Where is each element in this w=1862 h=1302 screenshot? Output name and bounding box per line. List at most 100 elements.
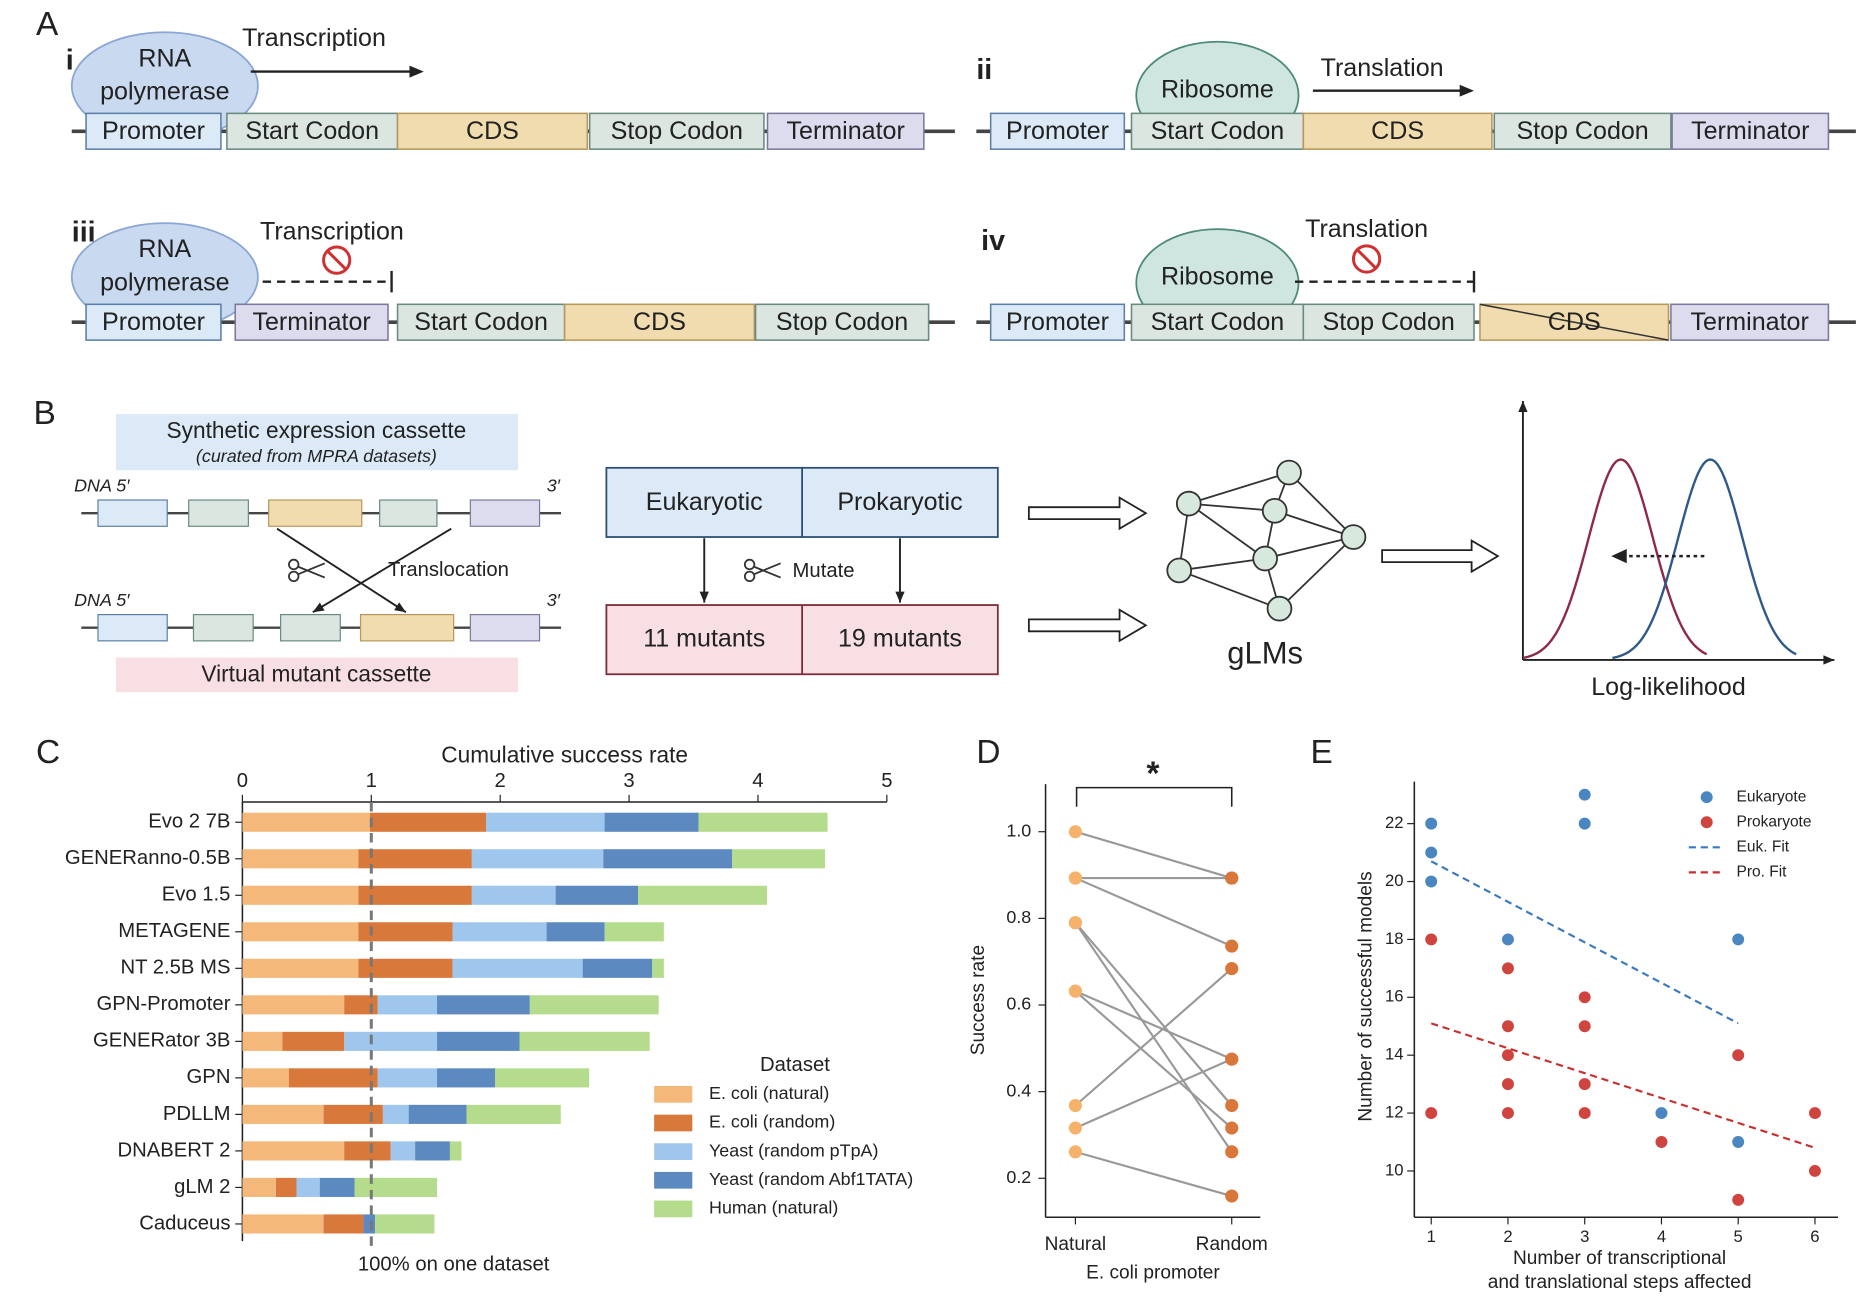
- point: [1732, 1136, 1745, 1148]
- y-tick-label: GPN: [187, 1066, 231, 1088]
- bar-segment: [437, 1068, 496, 1088]
- gene-part: [1302, 112, 1493, 150]
- point: [1501, 1078, 1514, 1091]
- part-label: CDS: [1371, 117, 1424, 145]
- bar-segment: [358, 885, 472, 905]
- gene-part: [989, 303, 1126, 341]
- point: [1655, 1107, 1668, 1120]
- x-tick-label: 4: [1657, 1227, 1666, 1246]
- x-tick-label: 0: [237, 770, 248, 792]
- point: [1732, 933, 1745, 946]
- no-sign-bar: [326, 250, 347, 271]
- point: [1578, 817, 1591, 830]
- gene-part: [280, 614, 341, 642]
- legend-swatch: [654, 1171, 693, 1189]
- panel-label: C: [36, 734, 60, 771]
- bar-segment: [437, 995, 530, 1015]
- significance: *: [1146, 756, 1159, 793]
- gene-part: [379, 499, 438, 527]
- point: [1225, 939, 1239, 953]
- bar-segment: [370, 812, 487, 832]
- bar-segment: [354, 1177, 438, 1197]
- point: [1425, 1107, 1438, 1120]
- mutant-label: 11 mutants: [643, 624, 765, 652]
- pair-line: [1074, 877, 1233, 948]
- bar-segment: [582, 958, 653, 978]
- bar-segment: [452, 958, 583, 978]
- part-label: Stop Codon: [1516, 117, 1648, 145]
- y-tick-label: 22: [1385, 813, 1404, 832]
- no-sign: [322, 245, 352, 275]
- bar-segment: [652, 958, 664, 978]
- arrow-head: [1611, 548, 1627, 564]
- enzyme-label: Ribosome: [1161, 75, 1274, 103]
- legend-title: Dataset: [760, 1054, 830, 1076]
- part-label: Start Codon: [1151, 117, 1285, 145]
- part-label: Promoter: [1006, 308, 1109, 336]
- fit-line: [1430, 1022, 1816, 1149]
- legend-label: Euk. Fit: [1737, 838, 1790, 855]
- strand-start: DNA 5′: [74, 476, 130, 496]
- network-edge: [1288, 471, 1355, 538]
- x-tick-label: 1: [366, 770, 377, 792]
- point: [1225, 1098, 1239, 1113]
- legend-label: Prokaryote: [1737, 813, 1812, 830]
- panel-label: A: [36, 6, 59, 43]
- bar-segment: [242, 1177, 276, 1197]
- bar-segment: [358, 922, 453, 942]
- bar-segment: [275, 1177, 297, 1197]
- sub-label: ii: [976, 54, 992, 86]
- scissors: [754, 562, 781, 579]
- point: [1655, 1136, 1668, 1148]
- x-tick-label: 1: [1427, 1227, 1436, 1246]
- mutant-label: 19 mutants: [838, 624, 962, 652]
- pair-line: [1075, 830, 1233, 880]
- y-tick-label: 14: [1385, 1045, 1404, 1064]
- process-label: Transcription: [242, 24, 386, 52]
- part-label: Promoter: [102, 308, 205, 336]
- pair-line: [1074, 967, 1233, 1107]
- arrow-head: [394, 602, 406, 613]
- bar-segment: [344, 995, 378, 1015]
- bar-segment: [449, 1141, 462, 1161]
- mutate-label: Mutate: [793, 560, 855, 582]
- point: [1068, 1145, 1082, 1159]
- block-arrow: [1381, 539, 1500, 574]
- x-tick-label: 5: [881, 770, 892, 792]
- network-node: [1276, 459, 1302, 486]
- bar-segment: [732, 849, 825, 869]
- point: [1425, 875, 1438, 888]
- gene-part: [469, 499, 541, 527]
- arrow-head: [1459, 84, 1474, 97]
- enzyme-label: RNA: [138, 235, 191, 263]
- gene-part: [359, 614, 455, 642]
- point: [1425, 933, 1438, 946]
- point: [1578, 788, 1591, 801]
- legend-swatch: [654, 1143, 693, 1160]
- gene-part: [188, 499, 249, 527]
- gene-part: [396, 303, 566, 341]
- bar-segment: [242, 958, 359, 978]
- y-tick-label: PDLLM: [163, 1103, 231, 1125]
- fit-line: [1430, 860, 1739, 1025]
- annotation: 100% on one dataset: [358, 1253, 550, 1275]
- bar-segment: [471, 885, 556, 905]
- point: [1808, 1107, 1821, 1120]
- point: [1808, 1164, 1821, 1177]
- scissors: [288, 570, 300, 583]
- arrow-head: [312, 602, 325, 613]
- network-node: [1166, 557, 1193, 584]
- bar-segment: [555, 885, 639, 905]
- gene-part: [396, 112, 589, 150]
- bar-segment: [519, 1031, 650, 1051]
- no-sign-bar: [1356, 248, 1377, 269]
- model-label: gLMs: [1227, 635, 1303, 670]
- gene-part: [754, 303, 930, 341]
- network-edge: [1188, 502, 1275, 512]
- pair-line: [1075, 1150, 1233, 1198]
- arrow: [312, 527, 452, 614]
- gene-part: [1130, 112, 1305, 150]
- scissors: [298, 562, 326, 579]
- strand-end: 3′: [547, 476, 561, 496]
